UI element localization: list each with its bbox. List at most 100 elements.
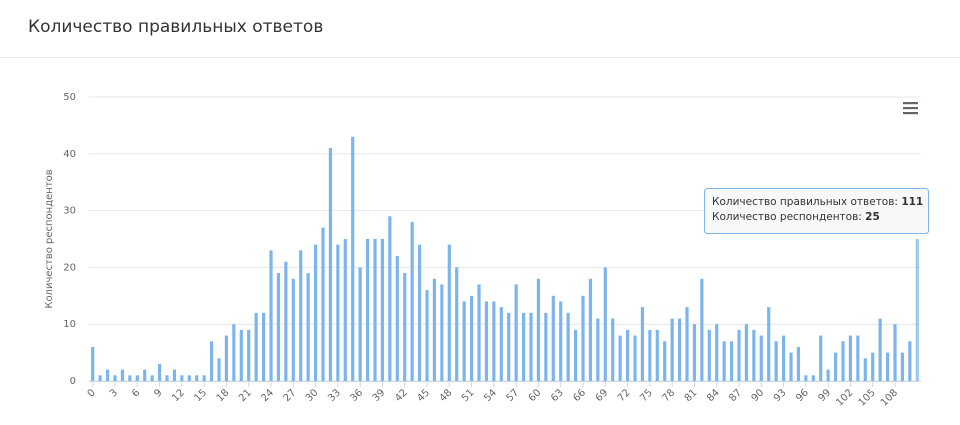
bar (195, 375, 199, 381)
bar (581, 295, 585, 381)
bar (365, 239, 370, 381)
bar (224, 335, 229, 381)
x-tick-label: 45 (415, 387, 432, 404)
bar (336, 244, 340, 381)
x-tick-label: 57 (504, 387, 521, 404)
y-axis-title: Количество респондентов (44, 169, 55, 308)
bar (425, 290, 429, 381)
bar (247, 329, 251, 381)
bar (618, 335, 622, 381)
bar (789, 352, 793, 381)
x-tick-label: 84 (705, 387, 722, 404)
bar (692, 324, 697, 381)
bar (351, 136, 355, 381)
bar (833, 352, 838, 381)
bar (417, 244, 422, 381)
x-tick-label: 72 (616, 387, 633, 404)
bar (291, 278, 295, 381)
bar (648, 329, 652, 381)
x-tick-label: 12 (170, 387, 187, 404)
x-tick-label: 24 (259, 387, 276, 404)
bar (871, 352, 875, 381)
bar (165, 375, 169, 381)
bar (722, 341, 726, 381)
bar (596, 318, 600, 381)
x-tick-label: 81 (683, 387, 700, 404)
tooltip-x-label: Количество правильных ответов: (712, 196, 898, 208)
bar (767, 307, 771, 381)
bar (826, 369, 830, 381)
x-tick-label: 18 (215, 387, 232, 404)
bar (856, 335, 860, 381)
bar (507, 312, 511, 381)
bar (150, 375, 154, 381)
x-tick-label: 96 (794, 387, 811, 404)
x-tick-label: 87 (727, 387, 744, 404)
bar (737, 329, 741, 381)
x-tick-label: 0 (86, 387, 98, 399)
x-tick-label: 30 (304, 387, 321, 404)
bar (98, 375, 102, 381)
menu-button[interactable] (903, 102, 918, 115)
x-tick-label: 27 (282, 387, 299, 404)
bar (729, 341, 734, 381)
tooltip-box (704, 188, 929, 234)
tooltip-y: Количество респондентов: 25 (712, 211, 880, 223)
bar (863, 358, 867, 381)
x-tick-label: 39 (371, 387, 388, 404)
y-tick-label: 20 (63, 262, 76, 273)
bar (878, 318, 882, 381)
bar (128, 375, 132, 381)
tooltip-x-value: 111 (901, 196, 923, 208)
bar (113, 375, 117, 381)
x-tick-label: 99 (816, 387, 833, 404)
x-tick-label: 78 (660, 387, 677, 404)
bar (202, 375, 206, 381)
x-tick-label: 36 (348, 387, 365, 404)
bar (529, 312, 533, 381)
card-title: Количество правильных ответов (28, 17, 324, 37)
bar (135, 375, 139, 381)
x-tick-label: 33 (326, 387, 343, 404)
y-tick-label: 50 (63, 92, 76, 103)
tooltip-y-value: 25 (865, 211, 880, 223)
bar (143, 369, 147, 381)
bar (403, 273, 407, 381)
bar (484, 301, 489, 381)
bar (269, 250, 273, 381)
bar (477, 284, 481, 381)
bar (640, 307, 645, 381)
bar (536, 278, 541, 381)
bar (885, 352, 890, 381)
bar (209, 341, 214, 381)
bar (744, 324, 749, 381)
bar (633, 335, 637, 381)
x-tick-label: 54 (482, 387, 499, 404)
bar (373, 239, 377, 381)
y-tick-label: 30 (63, 206, 76, 217)
bar (796, 346, 801, 381)
bar (358, 267, 362, 381)
tooltip: Количество правильных ответов: 111 Количе… (704, 188, 929, 234)
x-tick-label: 102 (834, 387, 855, 408)
bar (172, 369, 177, 381)
bar (276, 273, 281, 381)
bar (462, 301, 466, 381)
bar (120, 369, 125, 381)
x-tick-label: 69 (594, 387, 611, 404)
bar (804, 375, 808, 381)
bar (573, 329, 578, 381)
card-header: Количество правильных ответов (0, 0, 960, 58)
bar (455, 267, 459, 381)
bar (432, 278, 437, 381)
bar (447, 244, 451, 381)
x-tick-label: 3 (108, 387, 120, 399)
y-tick-label: 10 (63, 319, 76, 330)
bar (261, 312, 266, 381)
bar (774, 341, 778, 381)
bar (105, 369, 110, 381)
bar (566, 312, 570, 381)
bar (388, 216, 392, 381)
bar (410, 221, 414, 381)
